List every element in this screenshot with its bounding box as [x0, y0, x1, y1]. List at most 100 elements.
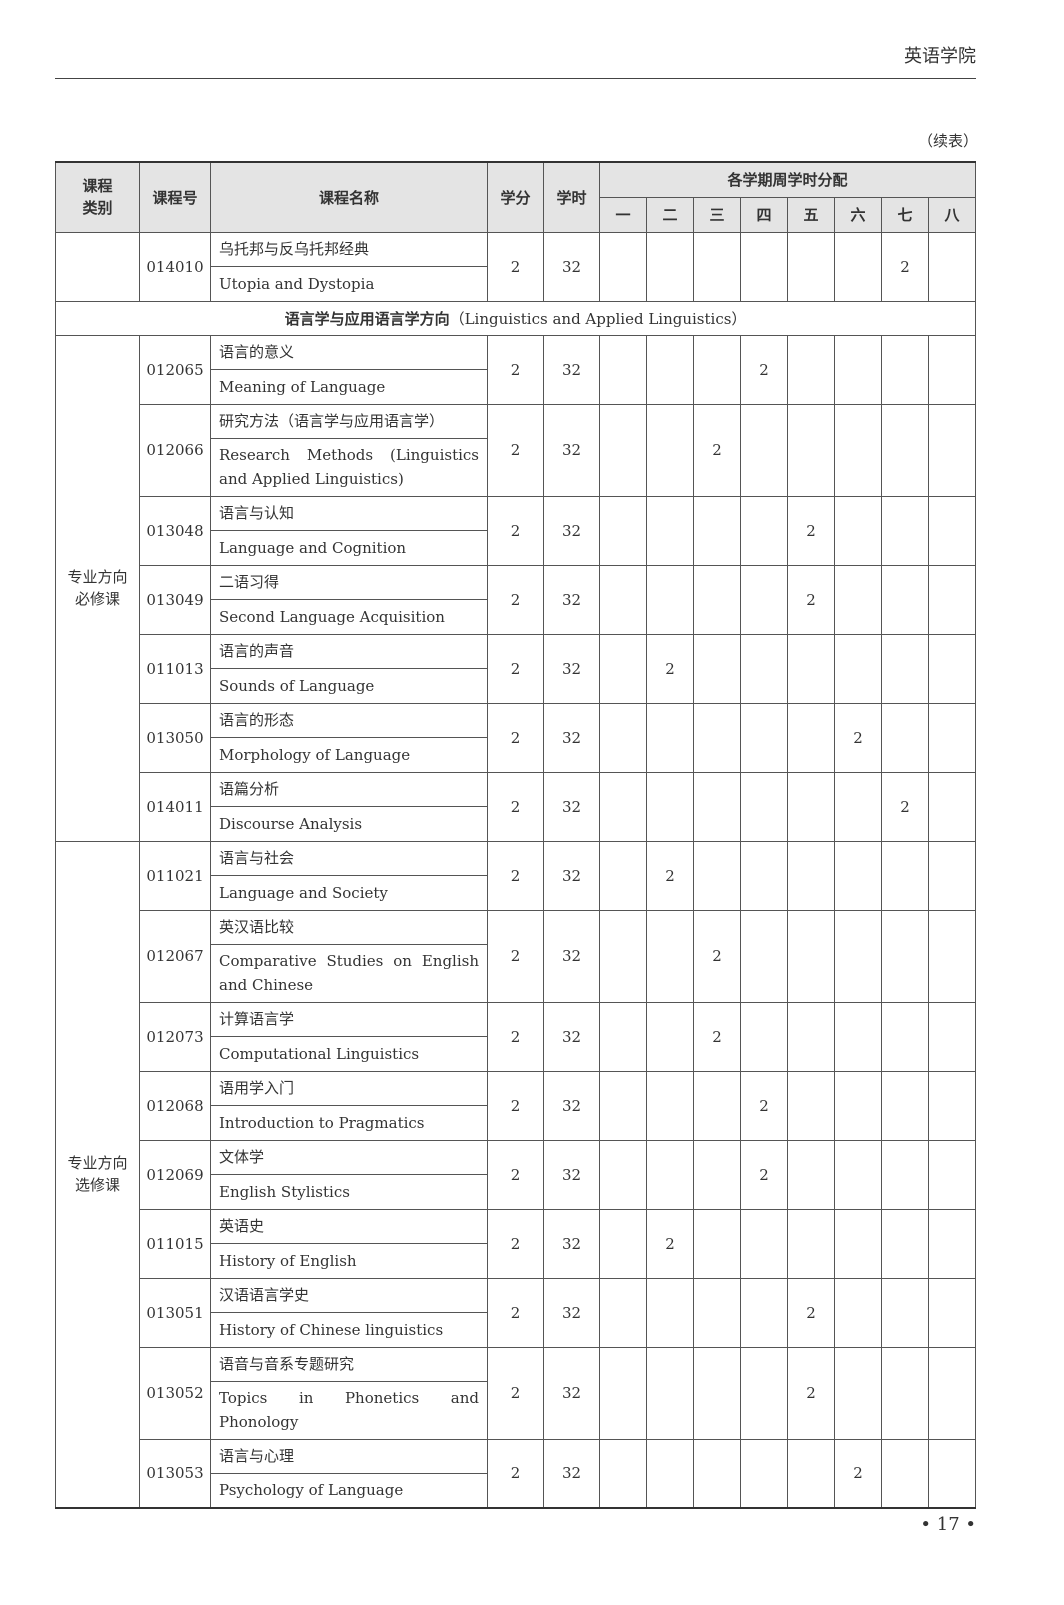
table-row: 014011 语篇分析 2 32 2 — [56, 771, 976, 842]
semester-cell-5 — [787, 909, 835, 1003]
semester-cell-6: 2 — [834, 1438, 882, 1509]
header-hours: 学时 — [543, 161, 600, 233]
table-row: Research Methods (Linguistics and Applie… — [56, 437, 976, 497]
course-hours: 32 — [543, 1208, 600, 1279]
table-row: 012066 研究方法（语言学与应用语言学） 2 32 2 — [56, 403, 976, 497]
course-name-cn: 语言的形态 — [210, 702, 488, 738]
table-row: History of English — [56, 1242, 976, 1279]
semester-cell-8 — [928, 702, 976, 773]
semester-cell-5: 2 — [787, 564, 835, 635]
semester-cell-3 — [693, 564, 741, 635]
semester-cell-6: 2 — [834, 702, 882, 773]
section-title-en: （Linguistics and Applied Linguistics） — [449, 309, 747, 328]
course-code: 013053 — [139, 1438, 211, 1509]
semester-cell-3: 2 — [693, 909, 741, 1003]
semester-cell-4 — [740, 1438, 788, 1509]
course-hours: 32 — [543, 334, 600, 405]
table-row: 专业方向必修课 012065 语言的意义 2 32 2 — [55, 334, 976, 842]
course-code: 014011 — [139, 771, 211, 842]
semester-cell-7 — [881, 1139, 929, 1210]
semester-cell-5 — [787, 403, 835, 497]
semester-cell-2 — [646, 1438, 694, 1509]
semester-cell-5: 2 — [787, 495, 835, 566]
semester-cell-1 — [599, 909, 647, 1003]
semester-cell-6 — [834, 334, 882, 405]
header-semester-3: 三 — [693, 196, 741, 233]
course-hours: 32 — [543, 1070, 600, 1141]
table-row: Topics in Phonetics and Phonology — [56, 1380, 976, 1440]
course-name-en: Language and Society — [210, 874, 488, 911]
course-credits: 2 — [487, 1001, 544, 1072]
running-head: 英语学院 — [904, 46, 976, 67]
course-name-cn: 语篇分析 — [210, 771, 488, 807]
course-credits: 2 — [487, 1438, 544, 1509]
course-code: 013048 — [139, 495, 211, 566]
course-hours: 32 — [543, 909, 600, 1003]
semester-cell-2 — [646, 1277, 694, 1348]
course-hours: 32 — [543, 771, 600, 842]
semester-cell-4: 2 — [740, 1070, 788, 1141]
semester-cell-4 — [740, 771, 788, 842]
course-name-en: Morphology of Language — [210, 736, 488, 773]
course-code: 012068 — [139, 1070, 211, 1141]
semester-cell-2: 2 — [646, 840, 694, 911]
table-row: Comparative Studies on English and Chine… — [56, 943, 976, 1003]
semester-cell-3 — [693, 840, 741, 911]
course-name-en: Second Language Acquisition — [210, 598, 488, 635]
semester-cell-8 — [928, 1208, 976, 1279]
header-category-label: 课程 类别 — [82, 177, 113, 218]
course-credits: 2 — [487, 1208, 544, 1279]
course-credits: 2 — [487, 909, 544, 1003]
semester-cell-8 — [928, 1070, 976, 1141]
semester-cell-6 — [834, 403, 882, 497]
semester-cell-6 — [834, 1346, 882, 1440]
semester-cell-5 — [787, 633, 835, 704]
semester-cell-2 — [646, 909, 694, 1003]
semester-cell-5 — [787, 1438, 835, 1509]
table-row: Meaning of Language — [56, 368, 976, 405]
course-credits: 2 — [487, 403, 544, 497]
semester-cell-1 — [599, 564, 647, 635]
header-category: 课程 类别 — [55, 161, 140, 233]
semester-cell-7 — [881, 1438, 929, 1509]
course-name-en: Comparative Studies on English and Chine… — [210, 943, 488, 1003]
course-code: 012073 — [139, 1001, 211, 1072]
semester-cell-8 — [928, 403, 976, 497]
course-name-en: History of English — [210, 1242, 488, 1279]
semester-cell-2: 2 — [646, 1208, 694, 1279]
semester-cell-8 — [928, 1139, 976, 1210]
course-name-en: Language and Cognition — [210, 529, 488, 566]
course-hours: 32 — [543, 1346, 600, 1440]
table-row: 013050 语言的形态 2 32 2 — [56, 702, 976, 773]
course-name-cn: 语言的意义 — [210, 334, 488, 370]
semester-cell-5 — [787, 1070, 835, 1141]
semester-cell-1 — [599, 1070, 647, 1141]
semester-cell-4 — [740, 1346, 788, 1440]
semester-cell-8 — [928, 1438, 976, 1509]
course-category: 专业方向选修课 — [55, 840, 140, 1509]
semester-cell-6 — [834, 1139, 882, 1210]
semester-cell-5 — [787, 840, 835, 911]
semester-cell-5 — [787, 231, 835, 302]
semester-cell-7: 2 — [881, 771, 929, 842]
course-code: 011015 — [139, 1208, 211, 1279]
course-name-cn: 语音与音系专题研究 — [210, 1346, 488, 1382]
course-name-en: Sounds of Language — [210, 667, 488, 704]
continued-label: （续表） — [917, 132, 978, 150]
table-row: 012073 计算语言学 2 32 2 — [56, 1001, 976, 1072]
table-row: 012069 文体学 2 32 2 — [56, 1139, 976, 1210]
section-row: 语言学与应用语言学方向（Linguistics and Applied Ling… — [55, 300, 976, 336]
semester-cell-2 — [646, 702, 694, 773]
course-code: 012066 — [139, 403, 211, 497]
semester-cell-7 — [881, 840, 929, 911]
semester-cell-2 — [646, 231, 694, 302]
course-code: 013049 — [139, 564, 211, 635]
semester-cell-4 — [740, 1277, 788, 1348]
table-row: History of Chinese linguistics — [56, 1311, 976, 1348]
course-credits: 2 — [487, 633, 544, 704]
semester-cell-8 — [928, 334, 976, 405]
semester-cell-6 — [834, 495, 882, 566]
course-name-cn: 英汉语比较 — [210, 909, 488, 945]
semester-cell-1 — [599, 840, 647, 911]
